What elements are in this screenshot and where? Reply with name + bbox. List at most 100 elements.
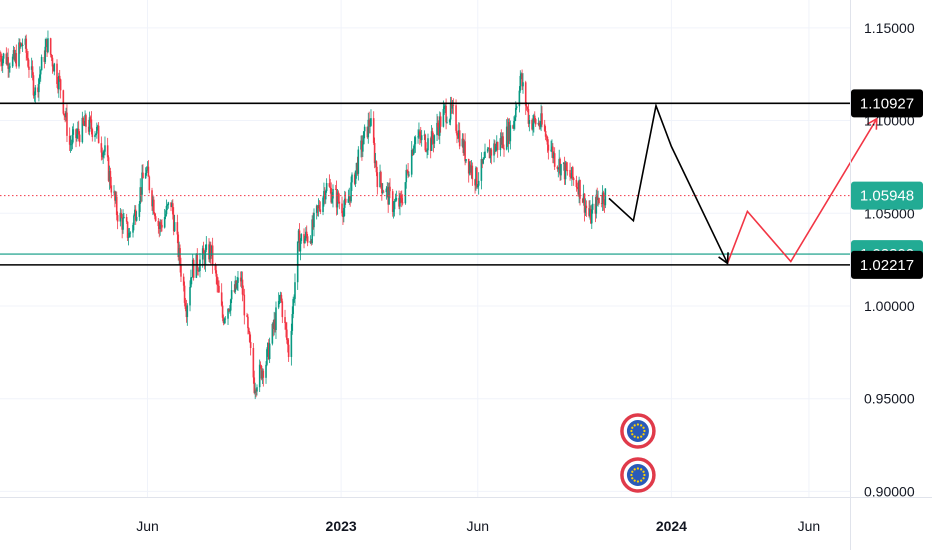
candle: [598, 197, 600, 205]
candle-body: [470, 165, 473, 173]
candle-body: [230, 290, 233, 300]
candle: [40, 54, 43, 71]
eu-flag-marker[interactable]: [620, 457, 656, 493]
candle-body: [271, 323, 274, 344]
horizontal-levels[interactable]: [0, 102, 850, 266]
candle-body: [376, 172, 379, 188]
candle: [159, 218, 161, 236]
candle-body: [413, 144, 416, 149]
candle-body: [539, 126, 541, 128]
candle: [311, 215, 313, 245]
candle-body: [508, 122, 511, 142]
candle: [258, 359, 261, 392]
candle: [514, 101, 517, 122]
candle: [172, 207, 175, 236]
candle: [372, 111, 375, 145]
candle-body: [281, 301, 284, 318]
candle: [164, 210, 167, 220]
candle: [515, 103, 518, 110]
candle: [32, 72, 35, 99]
candle: [292, 296, 294, 319]
candle: [419, 129, 421, 145]
candle: [20, 42, 22, 49]
candle-body: [267, 342, 270, 360]
candle-body: [357, 149, 360, 174]
candle-body: [248, 332, 251, 342]
candle: [208, 238, 210, 263]
candle-body: [304, 238, 306, 244]
candle-body: [525, 105, 528, 108]
candle-body: [379, 172, 381, 188]
candle: [313, 208, 315, 237]
candle: [538, 120, 541, 130]
candle: [488, 139, 491, 159]
event-markers[interactable]: [620, 413, 656, 493]
candle: [163, 208, 166, 229]
candle: [198, 266, 200, 272]
candle-body: [360, 140, 362, 150]
candle: [392, 201, 395, 219]
candle-body: [578, 179, 580, 195]
candle-body: [570, 176, 572, 179]
candle: [462, 133, 465, 156]
candle-body: [373, 142, 376, 164]
candle: [514, 114, 516, 130]
candle: [427, 133, 429, 156]
candle: [335, 180, 338, 216]
candle: [446, 116, 448, 124]
drawn-projection[interactable]: [608, 102, 878, 265]
candle-body: [436, 122, 438, 136]
candle: [576, 182, 579, 190]
candle: [306, 233, 309, 247]
candle: [51, 55, 54, 74]
candle-body: [475, 167, 477, 186]
candle-body: [552, 146, 554, 159]
support-price-label: 1.02217: [851, 250, 923, 279]
candle: [227, 308, 229, 326]
candle: [133, 213, 135, 231]
candle: [148, 175, 151, 194]
candle-body: [65, 112, 67, 118]
candle-body: [431, 131, 434, 140]
candle: [246, 312, 248, 318]
candle: [33, 91, 36, 102]
candle-body: [210, 244, 212, 256]
projection-red-path[interactable]: [726, 118, 878, 264]
candle-body: [452, 105, 455, 106]
candle: [230, 281, 233, 304]
candle: [518, 86, 521, 113]
candle-body: [144, 172, 147, 179]
candle: [255, 388, 257, 398]
candle: [558, 149, 560, 174]
candle: [496, 141, 499, 158]
projection-black-path[interactable]: [608, 102, 729, 264]
candle-body: [338, 201, 341, 204]
candle-body: [25, 38, 28, 53]
candle-body: [8, 67, 10, 69]
candle-body: [7, 57, 9, 69]
candle: [34, 84, 37, 104]
candle: [210, 241, 212, 265]
candle-body: [133, 215, 135, 225]
candle-body: [499, 138, 502, 151]
candle-body: [426, 150, 428, 152]
candle: [229, 305, 231, 314]
candle-body: [347, 198, 350, 203]
candle-body: [547, 144, 550, 151]
candle-body: [438, 116, 441, 136]
candle: [316, 205, 319, 217]
candle: [286, 338, 289, 353]
candle-body: [102, 152, 104, 158]
candle-body: [11, 56, 14, 67]
candle: [228, 308, 230, 313]
candle-body: [154, 216, 157, 221]
eu-flag-marker[interactable]: [620, 413, 656, 449]
candle-body: [88, 117, 91, 132]
candle-body: [407, 170, 409, 176]
candle-body: [313, 212, 315, 228]
candle-body: [515, 106, 518, 109]
candle-body: [424, 134, 427, 151]
